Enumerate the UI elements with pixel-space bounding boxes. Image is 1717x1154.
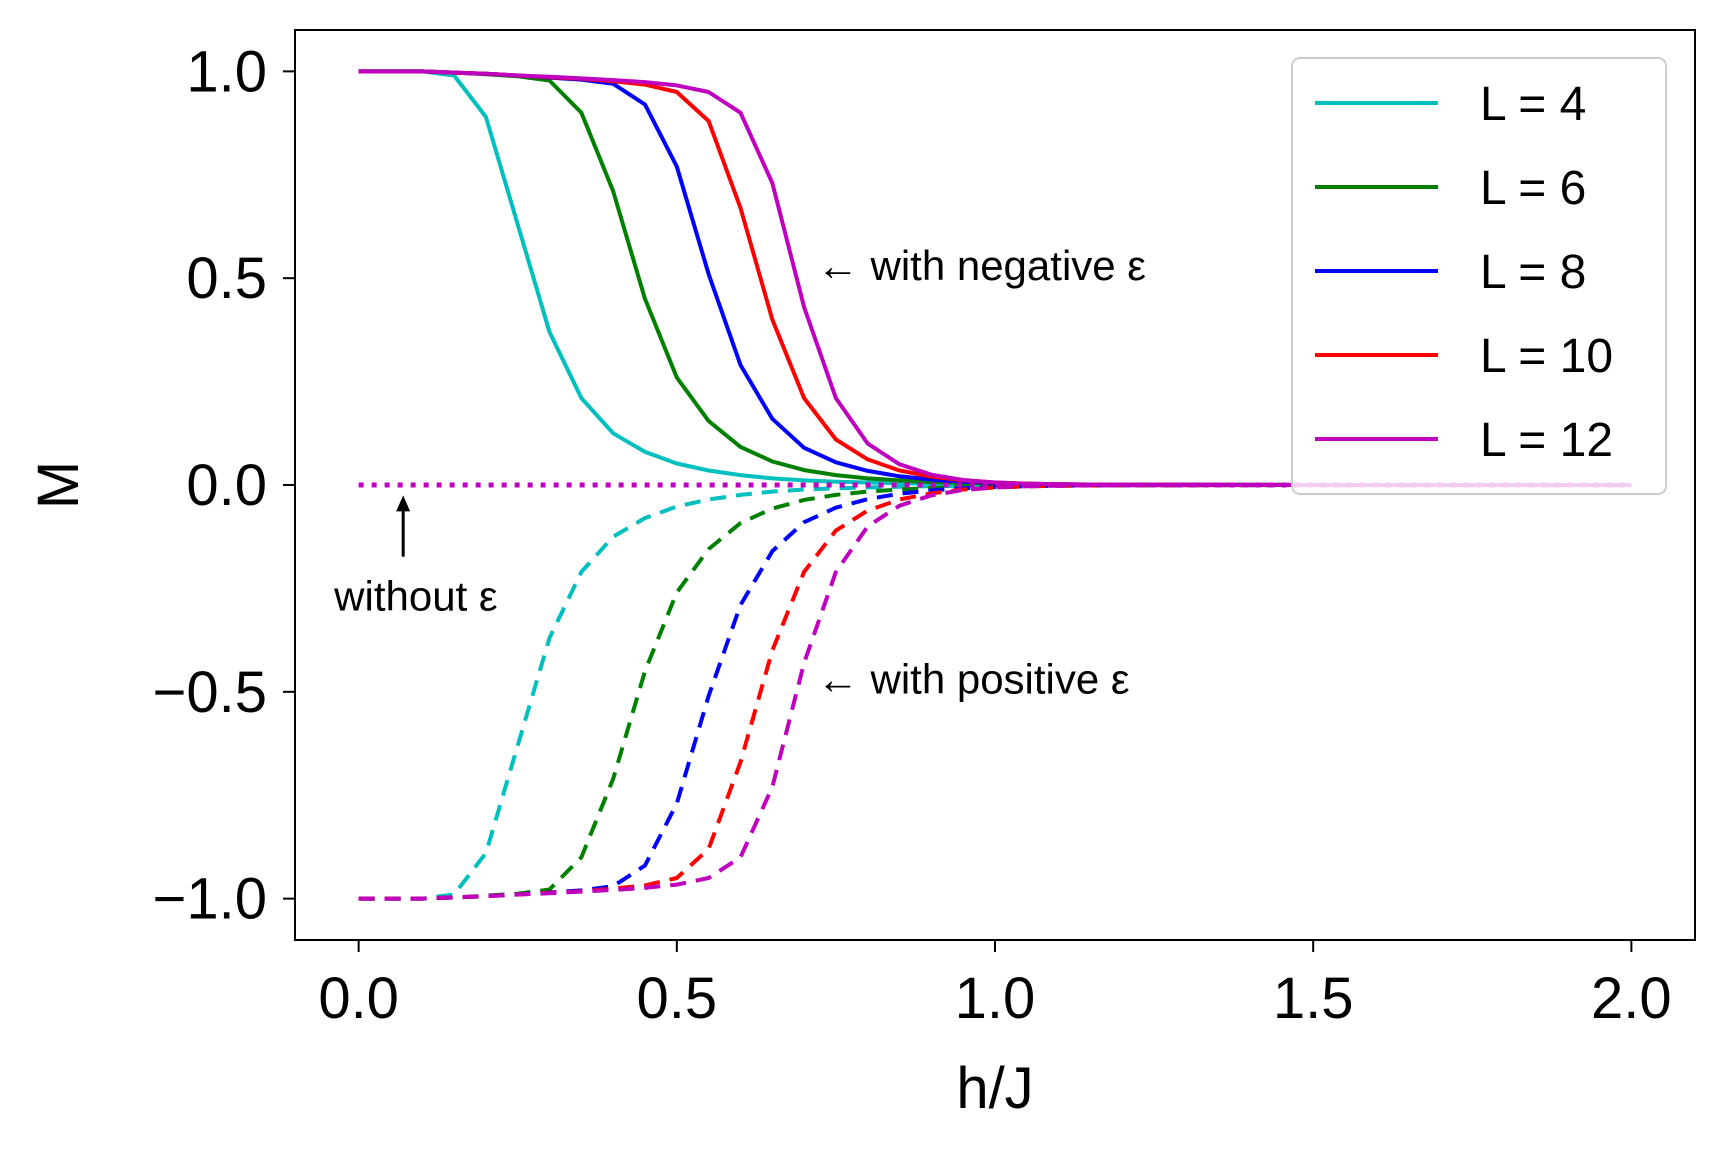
x-tick-label: 2.0 xyxy=(1591,966,1672,1031)
y-tick-label: −1.0 xyxy=(153,867,268,932)
x-tick-label: 1.0 xyxy=(955,966,1036,1031)
annotation-arrow-head xyxy=(396,495,411,512)
legend: L = 4 L = 6 L = 8 L = 10 L = 12 xyxy=(1291,57,1667,495)
y-tick-label: 0.5 xyxy=(186,246,267,311)
y-tick-label: −0.5 xyxy=(153,660,268,725)
x-tick-label: 0.0 xyxy=(318,966,399,1031)
legend-box xyxy=(1291,57,1667,495)
annotation-without: without ε xyxy=(333,573,497,620)
annotation-layer: ← with negative ε ← with positive ε withou… xyxy=(333,242,1146,703)
legend-label-l-4: L = 4 xyxy=(1480,78,1586,131)
ticks-layer: 0.0 0.5 1.0 1.5 2.0 1.0 0.5 0.0 −0.5 −1.0 xyxy=(153,39,1672,1031)
y-axis-label: M xyxy=(26,461,91,509)
annotation-with-negative: ← with negative ε xyxy=(817,242,1146,289)
y-tick-label: 1.0 xyxy=(186,39,267,104)
x-tick-label: 0.5 xyxy=(636,966,717,1031)
legend-label-l-10: L = 10 xyxy=(1480,330,1613,383)
legend-label-l-12: L = 12 xyxy=(1480,414,1613,467)
y-tick-label: 0.0 xyxy=(186,453,267,518)
legend-label-l-8: L = 8 xyxy=(1480,246,1586,299)
x-tick-label: 1.5 xyxy=(1273,966,1354,1031)
legend-label-l-6: L = 6 xyxy=(1480,162,1586,215)
annotation-with-positive: ← with positive ε xyxy=(817,655,1130,702)
x-axis-label: h/J xyxy=(956,1056,1033,1121)
